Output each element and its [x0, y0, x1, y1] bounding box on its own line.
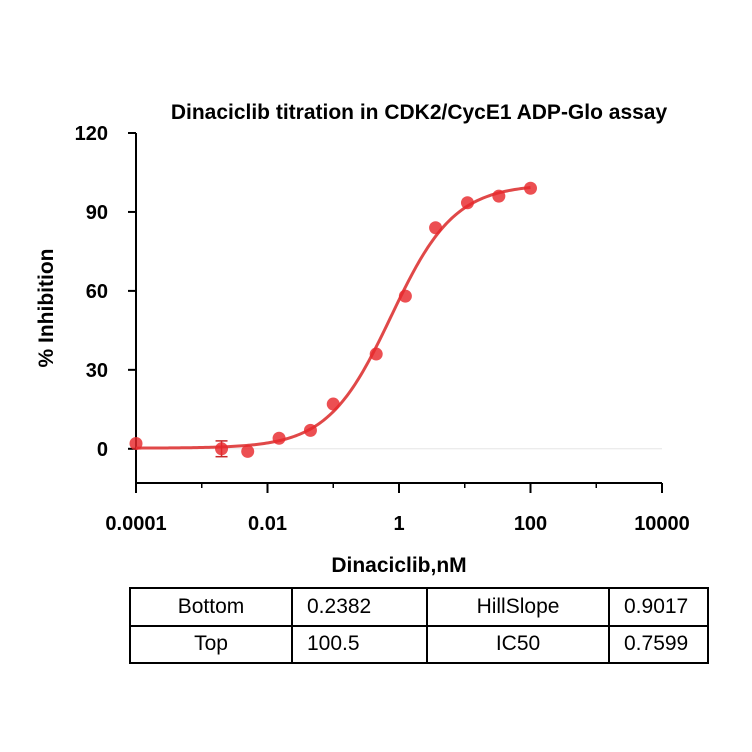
data-point [303, 423, 317, 437]
table-cell: 100.5 [291, 624, 428, 664]
table-row: Bottom 0.2382 HillSlope 0.9017 [129, 587, 709, 627]
x-tick-label: 0.0001 [105, 513, 166, 535]
data-point [460, 196, 474, 210]
data-point [492, 189, 506, 203]
y-axis-label: % Inhibition [35, 249, 58, 368]
y-tick-label: 30 [86, 360, 108, 382]
data-point [129, 437, 143, 451]
table-cell: Bottom [129, 587, 293, 627]
x-axis-label: Dinaciclib,nM [331, 554, 466, 577]
x-tick-label: 10000 [634, 513, 690, 535]
data-point [398, 289, 412, 303]
y-tick-label: 60 [86, 281, 108, 303]
chart-title: Dinaciclib titration in CDK2/CycE1 ADP-G… [171, 101, 668, 124]
x-tick-label: 100 [514, 513, 547, 535]
data-point [326, 397, 340, 411]
table-row: Top 100.5 IC50 0.7599 [129, 624, 709, 664]
table-cell: Top [129, 624, 293, 664]
data-point [272, 431, 286, 445]
data-points [129, 181, 537, 458]
table-cell: 0.2382 [291, 587, 428, 627]
x-tick-label: 1 [393, 513, 404, 535]
fit-parameters-table: Bottom 0.2382 HillSlope 0.9017 Top 100.5… [129, 587, 709, 664]
y-tick-label: 90 [86, 202, 108, 224]
y-tick-label: 0 [97, 439, 108, 461]
y-axis-ticks: 0 30 60 90 120 [75, 123, 136, 461]
data-point [215, 442, 229, 456]
x-axis-ticks: 0.0001 0.01 1 100 10000 [105, 483, 690, 535]
table-cell: IC50 [426, 624, 610, 664]
chart: Dinaciclib titration in CDK2/CycE1 ADP-G… [35, 101, 690, 577]
data-point [524, 181, 537, 195]
data-point [429, 221, 443, 235]
x-tick-label: 0.01 [248, 513, 287, 535]
data-point [369, 347, 383, 361]
table-cell: 0.9017 [608, 587, 709, 627]
table-cell: HillSlope [426, 587, 610, 627]
y-tick-label: 120 [75, 123, 108, 145]
table-cell: 0.7599 [608, 624, 709, 664]
data-point [241, 444, 255, 458]
